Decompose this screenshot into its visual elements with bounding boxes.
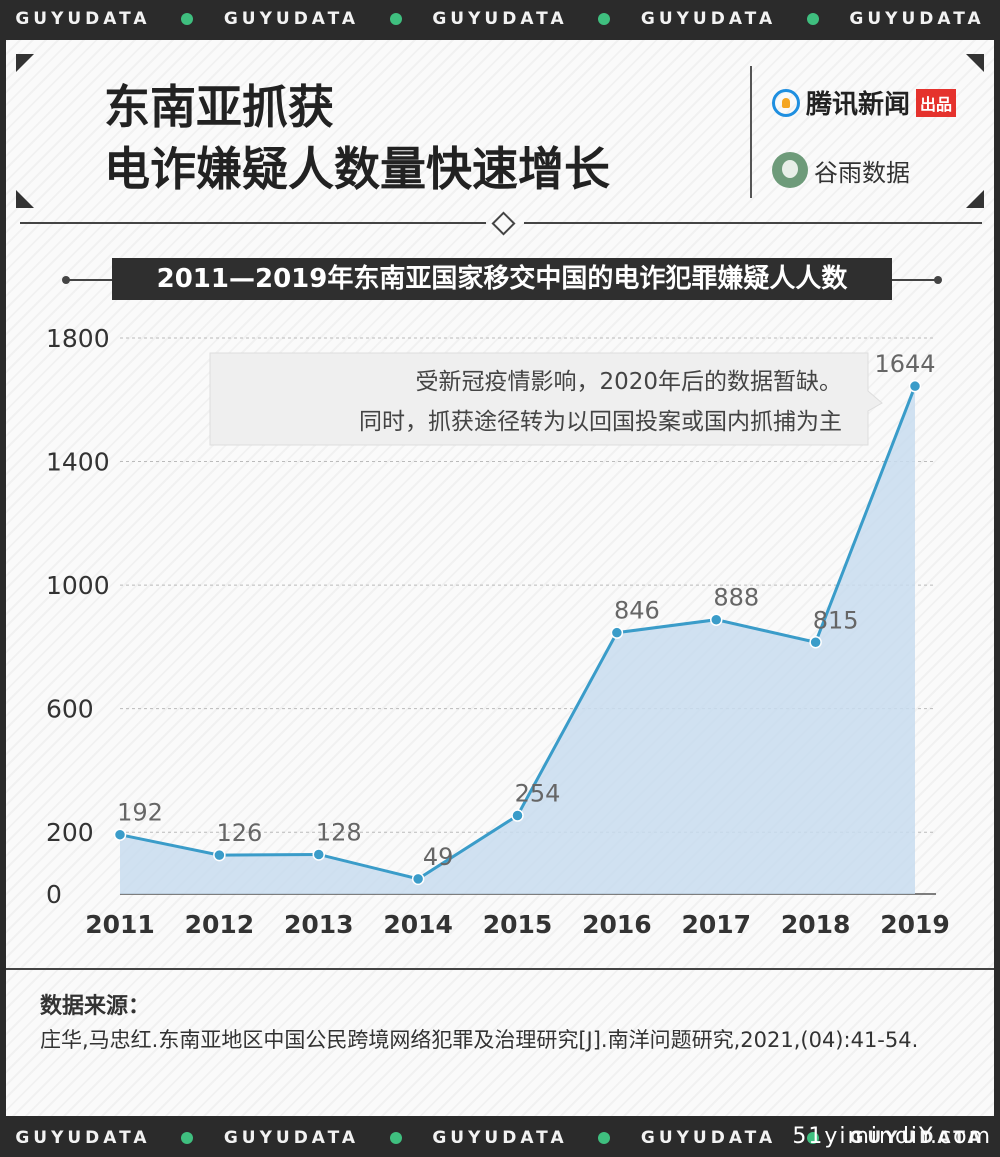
chart-data-labels: 192 126 128 49 254 846 888 815 1644: [117, 350, 935, 871]
top-brand-band: GUYUDATA GUYUDATA GUYUDATA GUYUDATA GUYU…: [0, 0, 1000, 38]
x-axis-ticks: 2011 2012 2013 2014 2015 2016 2017 2018 2019: [85, 910, 950, 939]
brand-primary-name: 腾讯新闻: [806, 90, 911, 120]
guyu-data-brand: 谷雨数据: [772, 152, 910, 188]
source-citation: 庄华,马忠红.东南亚地区中国公民跨境网络犯罪及治理研究[J].南洋问题研究,20…: [40, 1028, 919, 1052]
x-tick-label: 2017: [681, 910, 751, 939]
tencent-news-brand: 腾讯新闻 出品: [772, 84, 957, 121]
band-word: GUYUDATA: [15, 1127, 151, 1148]
data-point: [213, 848, 226, 862]
annotation-line-1: 受新冠疫情影响，2020年后的数据暂缺。: [415, 369, 842, 395]
title-line-2: 电诈嫌疑人数量快速增长: [104, 142, 610, 196]
data-label: 815: [813, 606, 859, 634]
y-tick-label: 600: [46, 695, 94, 724]
chart-area: 0 200 600 1000 1400 1800 192 126 128 49 254 846 888…: [46, 324, 950, 939]
annotation-line-2: 同时，抓获途径转为以回国投案或国内抓捕为主: [359, 409, 842, 435]
data-label: 1644: [874, 350, 935, 378]
band-word: GUYUDATA: [849, 1127, 985, 1148]
chart-points: [113, 379, 922, 886]
y-tick-label: 1800: [46, 324, 110, 353]
page-title: 东南亚抓获 电诈嫌疑人数量快速增长: [104, 76, 610, 200]
data-point: [908, 379, 922, 393]
band-dot: [181, 13, 194, 25]
corner-mark: [16, 190, 34, 208]
x-tick-label: 2019: [880, 910, 950, 939]
header-separator: [750, 66, 752, 198]
band-word: GUYUDATA: [223, 9, 360, 29]
header-divider: [20, 222, 486, 224]
x-tick-label: 2016: [582, 910, 652, 939]
band-word: GUYUDATA: [432, 9, 568, 29]
subtitle-rule-dot: [62, 276, 70, 284]
data-point: [809, 636, 822, 649]
data-label: 126: [216, 819, 262, 847]
data-point: [610, 626, 624, 639]
band-word: GUYUDATA: [432, 1127, 568, 1148]
band-dot: [598, 1131, 611, 1144]
x-tick-label: 2018: [781, 910, 851, 939]
data-label: 846: [614, 597, 660, 625]
y-tick-label: 200: [46, 818, 94, 847]
data-label: 49: [423, 843, 454, 871]
band-word: GUYUDATA: [640, 1127, 777, 1148]
data-label: 128: [316, 818, 362, 846]
data-point: [113, 828, 127, 841]
band-word: GUYUDATA: [849, 9, 985, 29]
x-tick-label: 2013: [284, 910, 354, 939]
chart-title: 2011—2019年东南亚国家移交中国的电诈犯罪嫌疑人人数: [112, 258, 892, 300]
annotation-callout: 受新冠疫情影响，2020年后的数据暂缺。 同时，抓获途径转为以回国投案或国内抓捕…: [209, 352, 883, 446]
x-tick-label: 2011: [85, 910, 155, 939]
band-dot: [806, 1131, 819, 1144]
brand-primary-tag: 出品: [916, 88, 957, 117]
band-word: GUYUDATA: [15, 9, 151, 29]
band-dot: [598, 13, 611, 25]
chart-area-fill: [120, 386, 915, 894]
header-divider: [524, 222, 982, 224]
source-divider: [6, 968, 994, 970]
y-axis-ticks: 0 200 600 1000 1400 1800: [46, 324, 110, 909]
corner-mark: [966, 190, 984, 208]
main-panel: 东南亚抓获 电诈嫌疑人数量快速增长 腾讯新闻 出品 谷雨数据 2011—2019…: [6, 40, 994, 1116]
data-label: 192: [117, 799, 163, 827]
site-watermark: 51yimindiY.com: [792, 1124, 992, 1149]
brand-secondary-name: 谷雨数据: [814, 158, 910, 187]
data-point: [511, 809, 524, 822]
x-tick-label: 2014: [383, 910, 453, 939]
data-point: [312, 848, 325, 861]
corner-mark: [966, 54, 984, 72]
title-line-1: 东南亚抓获: [104, 80, 334, 134]
y-tick-label: 1000: [46, 571, 110, 600]
subtitle-rule-dot: [934, 276, 942, 284]
data-label: 888: [713, 584, 759, 612]
annotation-box: [209, 352, 883, 446]
source-label: 数据来源：: [40, 994, 151, 1019]
tencent-news-logo-icon: [772, 88, 800, 117]
band-dot: [389, 1131, 402, 1144]
guyu-data-logo-icon: [772, 152, 808, 188]
band-word: GUYUDATA: [223, 1127, 360, 1148]
band-word: GUYUDATA: [640, 9, 777, 29]
x-tick-label: 2012: [185, 910, 255, 939]
band-dot: [806, 13, 819, 25]
data-point: [710, 613, 723, 626]
corner-mark: [16, 54, 34, 72]
data-point: [411, 872, 425, 886]
band-dot: [389, 13, 402, 25]
x-tick-label: 2015: [483, 910, 553, 939]
band-dot: [181, 1131, 194, 1144]
y-tick-label: 1400: [46, 448, 110, 477]
data-label: 254: [515, 780, 561, 808]
y-tick-label: 0: [46, 880, 62, 909]
bottom-brand-band: GUYUDATA GUYUDATA GUYUDATA GUYUDATA GUYU…: [0, 1118, 1000, 1157]
